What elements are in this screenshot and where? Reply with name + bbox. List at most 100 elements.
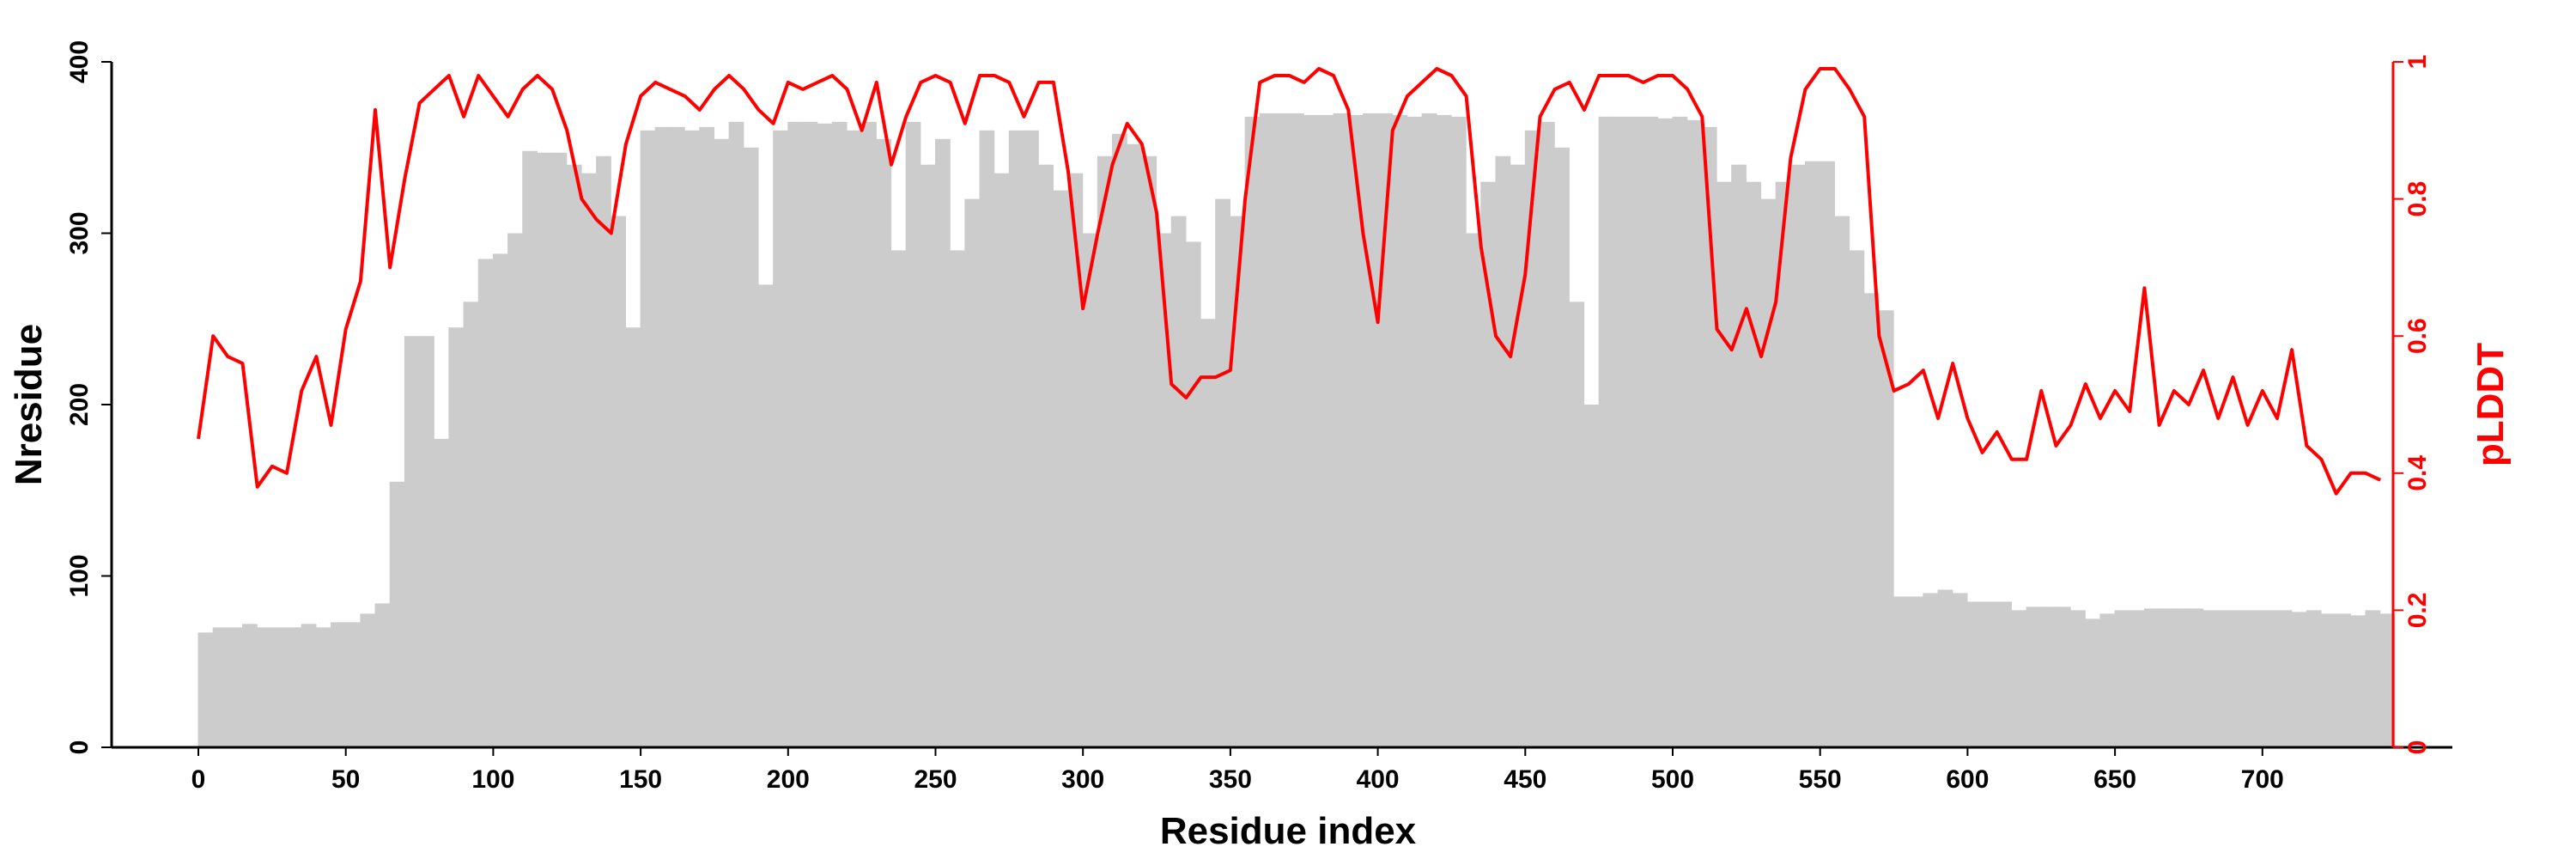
nresidue-bar (1982, 601, 1997, 747)
nresidue-bar (876, 138, 892, 747)
nresidue-bar (1686, 119, 1703, 747)
nresidue-bar (1097, 155, 1113, 748)
nresidue-bar (301, 624, 317, 747)
nresidue-bar (640, 130, 656, 748)
nresidue-bar (1834, 216, 1850, 748)
nresidue-bar (1878, 310, 1894, 747)
y-tick-label: 300 (65, 211, 94, 254)
nresidue-bar (1731, 164, 1747, 747)
nresidue-bar (817, 123, 833, 747)
plddt-line-layer (197, 67, 2382, 496)
nresidue-bar (2085, 618, 2101, 747)
nresidue-bar (905, 121, 921, 747)
nresidue-bar (1746, 181, 1762, 747)
nresidue-bars (197, 113, 2396, 748)
nresidue-bar (477, 259, 494, 747)
y2-tick-label: 0 (2403, 740, 2432, 755)
nresidue-bar (1421, 113, 1437, 748)
nresidue-bar (1908, 596, 1923, 747)
nresidue-bar (1672, 116, 1688, 748)
nresidue-bar (1554, 147, 1570, 747)
nresidue-bar (2217, 610, 2233, 747)
nresidue-bar (1539, 121, 1555, 747)
nresidue-bar (551, 152, 568, 748)
nresidue-bar (2379, 613, 2396, 747)
x-tick-label: 100 (471, 765, 514, 794)
nresidue-bar (1259, 113, 1275, 748)
nresidue-bar (345, 622, 361, 747)
nresidue-bar (699, 126, 715, 747)
nresidue-bar (611, 216, 627, 748)
nresidue-bar (1127, 143, 1142, 747)
nresidue-bar (890, 250, 907, 747)
nresidue-bar (2276, 610, 2293, 747)
nresidue-bar (773, 130, 788, 748)
nresidue-bar (714, 138, 730, 747)
nresidue-bar (1008, 130, 1024, 748)
x-axis-title: Residue index (1160, 810, 1417, 852)
nresidue-bar (979, 130, 995, 748)
nresidue-bar (242, 624, 258, 747)
nresidue-bar (1082, 233, 1098, 747)
nresidue-bar (654, 126, 671, 747)
x-tick-label: 50 (331, 765, 360, 794)
y2-tick-label: 1 (2403, 55, 2432, 70)
nresidue-bar (802, 121, 818, 747)
nresidue-bar (1760, 198, 1777, 748)
y-tick-label: 400 (65, 40, 94, 83)
nresidue-bar (1067, 173, 1084, 748)
y2-tick-label: 0.2 (2403, 593, 2432, 629)
nresidue-bar (537, 152, 553, 748)
nresidue-bar (331, 622, 346, 747)
nresidue-bar (2099, 613, 2116, 747)
nresidue-bar (1112, 133, 1127, 748)
nresidue-bar (448, 327, 465, 747)
x-tick-label: 500 (1651, 765, 1694, 794)
nresidue-bar (1038, 164, 1054, 747)
nresidue-bar (1863, 293, 1880, 747)
x-tick-label: 250 (914, 765, 957, 794)
nresidue-bar (2114, 610, 2130, 747)
nresidue-bar (271, 627, 288, 747)
nresidue-bar (1333, 113, 1349, 748)
x-tick-label: 150 (619, 765, 662, 794)
nresidue-bar (757, 284, 774, 748)
nresidue-bar (434, 438, 449, 747)
nresidue-bar (1598, 116, 1614, 748)
nresidue-bar (1937, 589, 1953, 747)
nresidue-bar (1347, 114, 1364, 748)
nresidue-bar (964, 198, 981, 748)
nresidue-bar (1215, 198, 1230, 748)
x-tick-label: 0 (191, 765, 206, 794)
nresidue-bar (2188, 608, 2204, 747)
nresidue-bar (1289, 113, 1304, 748)
nresidue-bar (1775, 181, 1791, 747)
nresidue-bar (743, 147, 759, 747)
nresidue-bar (2291, 612, 2307, 747)
nresidue-bar (2232, 610, 2248, 747)
nresidue-bar (1510, 164, 1526, 747)
nresidue-bar (1849, 250, 1865, 747)
nresidue-bar (2129, 610, 2145, 747)
nresidue-bar (2159, 608, 2174, 747)
nresidue-bar (1996, 601, 2013, 747)
nresidue-bar (1244, 116, 1261, 748)
nresidue-bar (197, 632, 214, 747)
nresidue-bar (1966, 601, 1983, 747)
nresidue-bar (728, 121, 744, 747)
nresidue-bar (1156, 233, 1172, 747)
nresidue-bar (1406, 116, 1423, 748)
y2-tick-label: 0.8 (2403, 181, 2432, 217)
nresidue-bar (684, 130, 700, 748)
x-tick-label: 700 (2241, 765, 2284, 794)
nresidue-bar (507, 233, 523, 747)
nresidue-bar (2247, 610, 2263, 747)
y-tick-label: 100 (65, 554, 94, 597)
nresidue-bar (1450, 116, 1467, 748)
nresidue-bar (2365, 610, 2381, 747)
nresidue-bar (831, 121, 848, 747)
axes: 0 50 100 150 200 250 300 350 400 450 500 550 600 650 7… (65, 40, 2452, 794)
nresidue-bar (389, 481, 405, 747)
nresidue-bar (227, 627, 243, 747)
